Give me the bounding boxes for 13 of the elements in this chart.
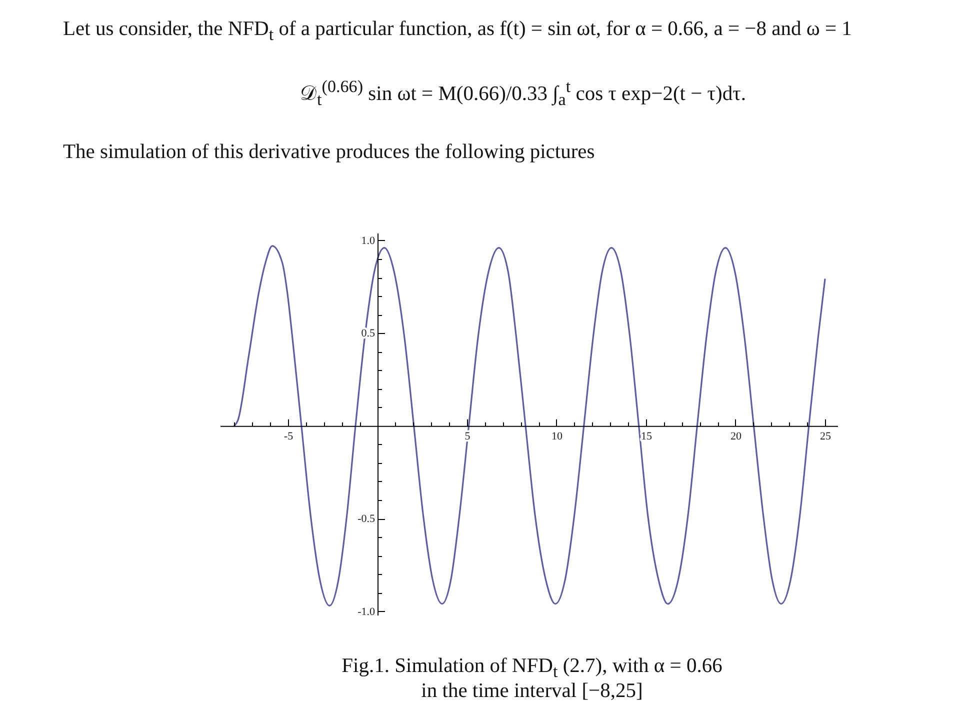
y-tick-label: -1.0 xyxy=(357,606,375,618)
text: in the time interval [−8,25] xyxy=(421,679,643,704)
x-tick-label: 15 xyxy=(640,430,652,442)
chart-title: Let us consider, the NFD$_{t}$ of a particular function, as f(t) = sin ωt, for α = 0.66, a = −8 and ω = 1 xyxy=(63,17,852,46)
x-tick-label: -5 xyxy=(283,430,294,442)
text: The simulation of this derivative produces the following pictures xyxy=(63,140,595,165)
y-tick-label: -0.5 xyxy=(357,513,375,526)
x-tick-label: 25 xyxy=(819,430,831,442)
x-tick-label: 20 xyxy=(730,430,742,442)
x-tick-label: 10 xyxy=(550,430,562,442)
text: 𝒟$_{t}$$^{(0.66)}$ sin ωt = M(0.66)/0.33 ∫$_{a}$$^{t}$ cos τ exp−2(t − τ)dτ. xyxy=(300,77,746,110)
y-tick-label: 1.0 xyxy=(360,234,376,247)
caption: Fig.1. Simulation of NFD$_{t}$ (2.7), with α = 0.66 xyxy=(342,655,722,682)
